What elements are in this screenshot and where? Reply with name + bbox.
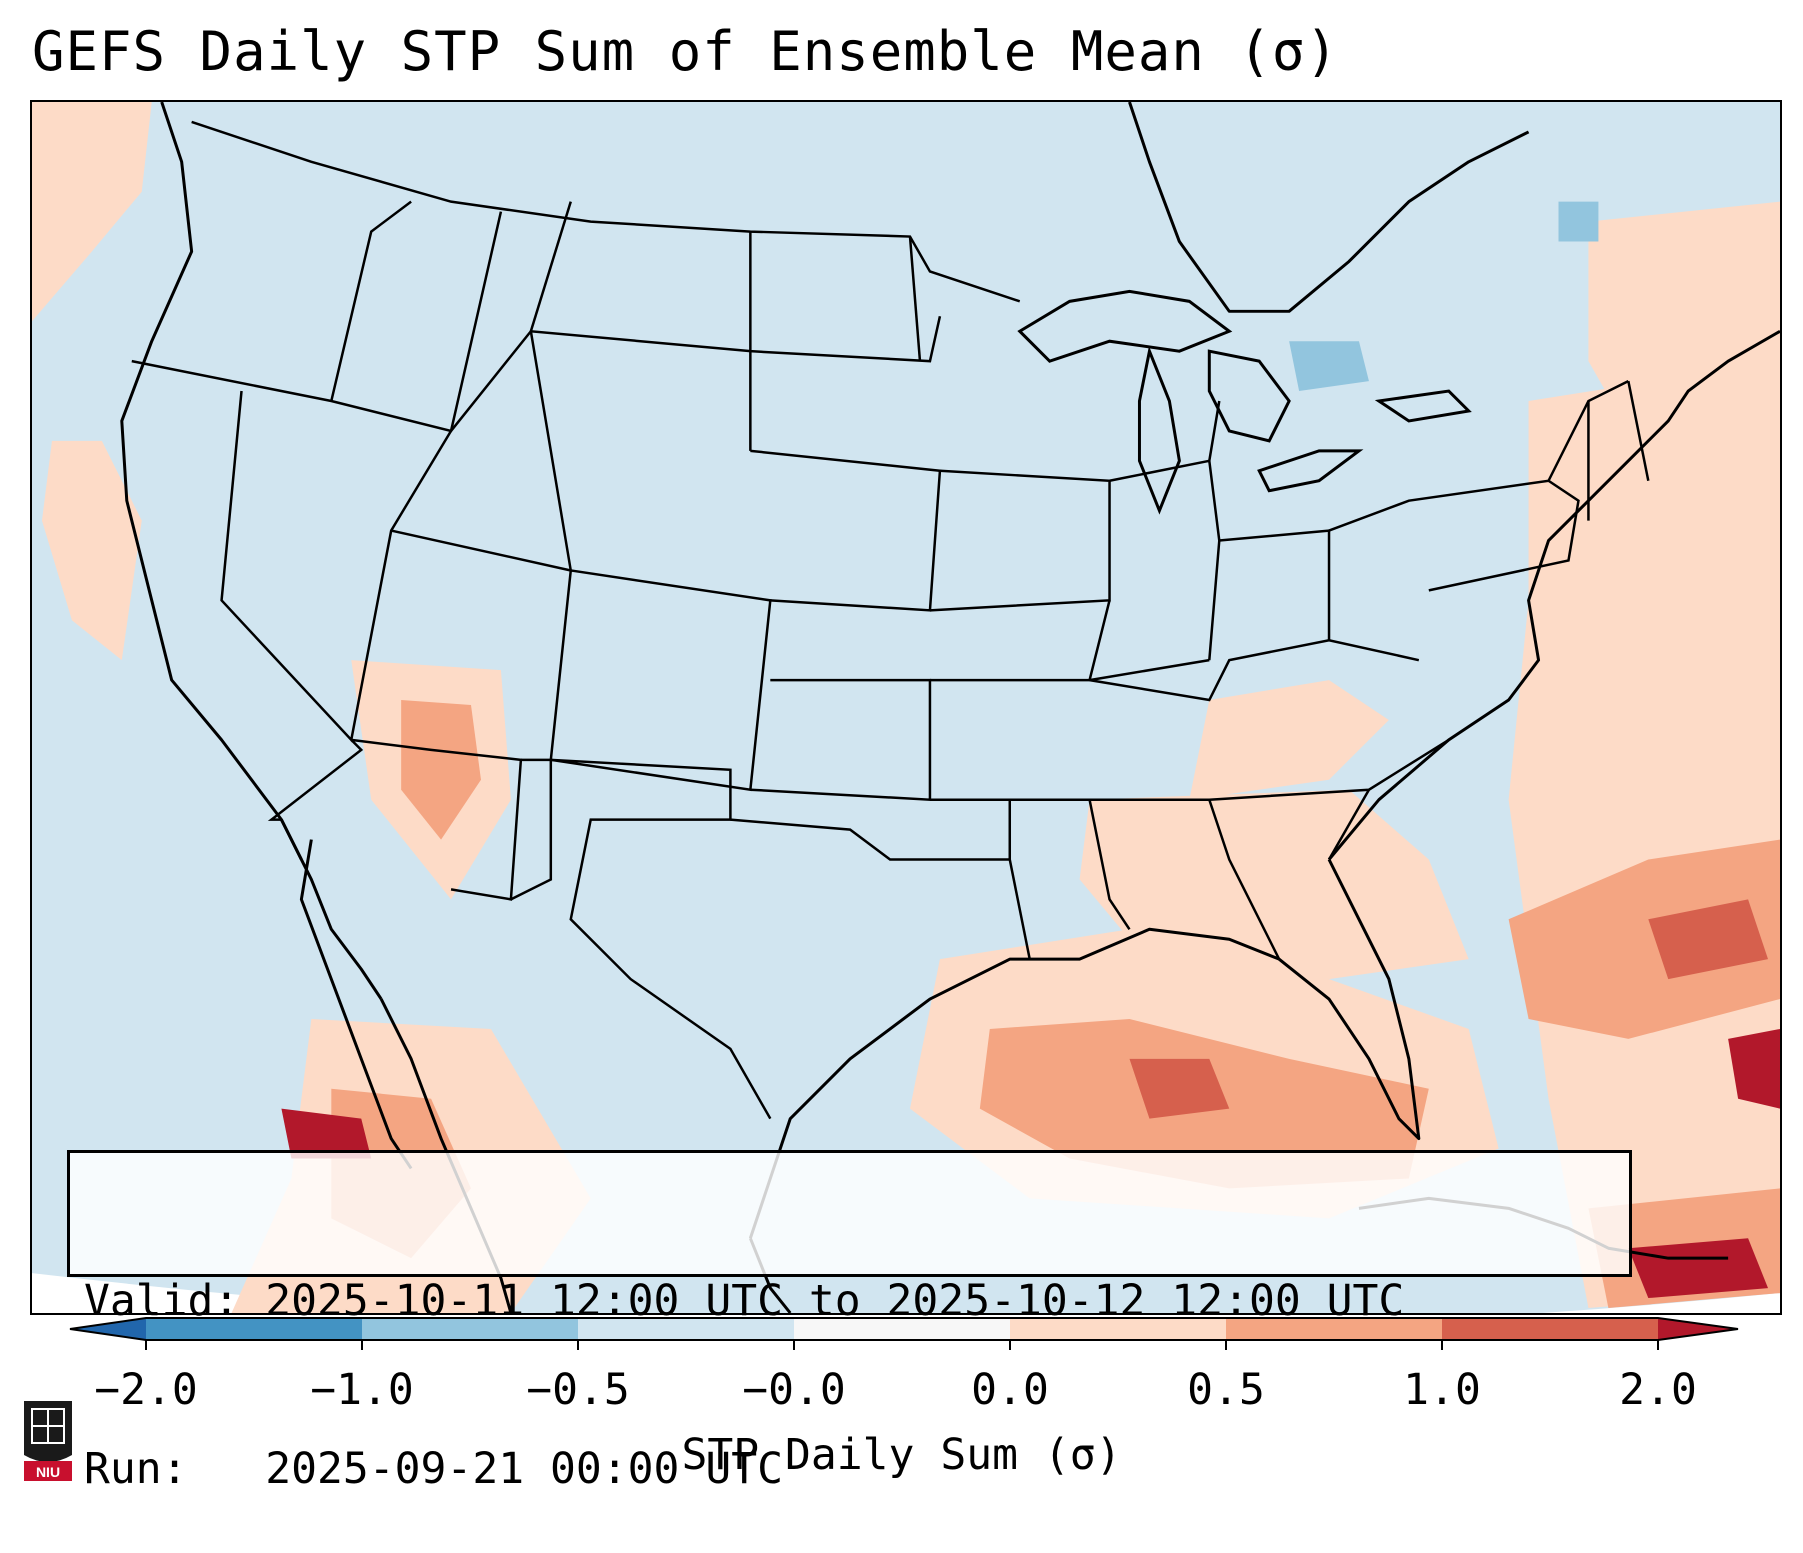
colorbar-tick-label: −0.0 bbox=[742, 1365, 846, 1415]
patch-pacific-mexico-strong bbox=[281, 1108, 372, 1159]
hudson-region bbox=[1128, 102, 1530, 313]
niu-logo: NIU bbox=[20, 1395, 76, 1485]
colorbar-bin-05-1 bbox=[1226, 1318, 1442, 1340]
colorbar-svg bbox=[69, 1317, 1739, 1350]
colorbar-tick-label: 1.0 bbox=[1403, 1365, 1481, 1415]
colorbar-tick-label: 0.5 bbox=[1187, 1365, 1265, 1415]
florida bbox=[1278, 858, 1421, 1141]
state-boundaries bbox=[131, 120, 1650, 1120]
colorbar-tick-label: −0.5 bbox=[526, 1365, 630, 1415]
patch-new-england bbox=[1588, 201, 1780, 431]
patch-atlantic-strong bbox=[1648, 899, 1769, 980]
map-panel bbox=[30, 100, 1782, 1315]
patch-gulf-strong bbox=[1129, 1058, 1230, 1119]
colorbar-tick-marks bbox=[145, 1340, 1659, 1350]
colorbar-bin-neg05-neg0 bbox=[578, 1318, 794, 1340]
patch-atlantic-moderate bbox=[1508, 839, 1780, 1039]
lake-erie bbox=[1257, 449, 1364, 493]
lake-ontario bbox=[1374, 389, 1472, 423]
canada-border bbox=[191, 120, 1021, 303]
niu-logo-icon: NIU bbox=[24, 1401, 72, 1481]
patch-great-lakes-negative bbox=[1289, 341, 1369, 392]
map-svg bbox=[32, 102, 1780, 1313]
colorbar-tick-label: 2.0 bbox=[1619, 1365, 1697, 1415]
lake-michigan bbox=[1137, 345, 1181, 515]
gulf-coast-texas bbox=[748, 927, 1280, 1239]
west-coast bbox=[120, 102, 303, 861]
valid-time-box: Valid: 2025-10-11 12:00 UTC to 2025-10-1… bbox=[67, 1150, 1632, 1494]
colorbar bbox=[69, 1317, 1739, 1350]
colorbar-tick-label: −1.0 bbox=[310, 1365, 414, 1415]
chart-title: GEFS Daily STP Sum of Ensemble Mean (σ) bbox=[32, 20, 1339, 83]
patch-east-pacific-strong bbox=[1728, 1028, 1780, 1109]
logo-text: NIU bbox=[36, 1464, 60, 1480]
run-line: Run: 2025-09-21 00:00 UTC bbox=[84, 1444, 783, 1494]
patch-caribbean-strong bbox=[1628, 1238, 1769, 1299]
colorbar-tick-label: 0.0 bbox=[971, 1365, 1049, 1415]
colorbar-tick-label: −2.0 bbox=[94, 1365, 198, 1415]
colorbar-extend-low bbox=[70, 1318, 146, 1340]
patch-quebec-negative bbox=[1558, 201, 1599, 242]
negative-anomaly-patches bbox=[1289, 201, 1599, 392]
patch-ohio-valley bbox=[1189, 680, 1389, 800]
colorbar-bin-neg1-neg05 bbox=[362, 1318, 578, 1340]
colorbar-label: STP Daily Sum (σ) bbox=[681, 1430, 1122, 1480]
colorbar-bin-1-2 bbox=[1442, 1318, 1658, 1340]
patch-pacific-nw bbox=[32, 102, 152, 322]
colorbar-bin-neg0-0 bbox=[794, 1318, 1010, 1340]
colorbar-bin-neg2-neg1 bbox=[146, 1318, 362, 1340]
colorbar-extend-high bbox=[1658, 1318, 1738, 1340]
strong-anomaly-patches bbox=[281, 899, 1780, 1299]
lake-superior bbox=[1017, 289, 1233, 363]
colorbar-bin-0-05 bbox=[1010, 1318, 1226, 1340]
patch-atlantic-east bbox=[1508, 361, 1780, 1309]
baja-peninsula bbox=[280, 818, 413, 1170]
great-lakes bbox=[1017, 289, 1472, 515]
lake-huron bbox=[1207, 349, 1291, 443]
patch-arizona-moderate bbox=[401, 700, 481, 840]
patch-california-coast bbox=[41, 440, 142, 661]
